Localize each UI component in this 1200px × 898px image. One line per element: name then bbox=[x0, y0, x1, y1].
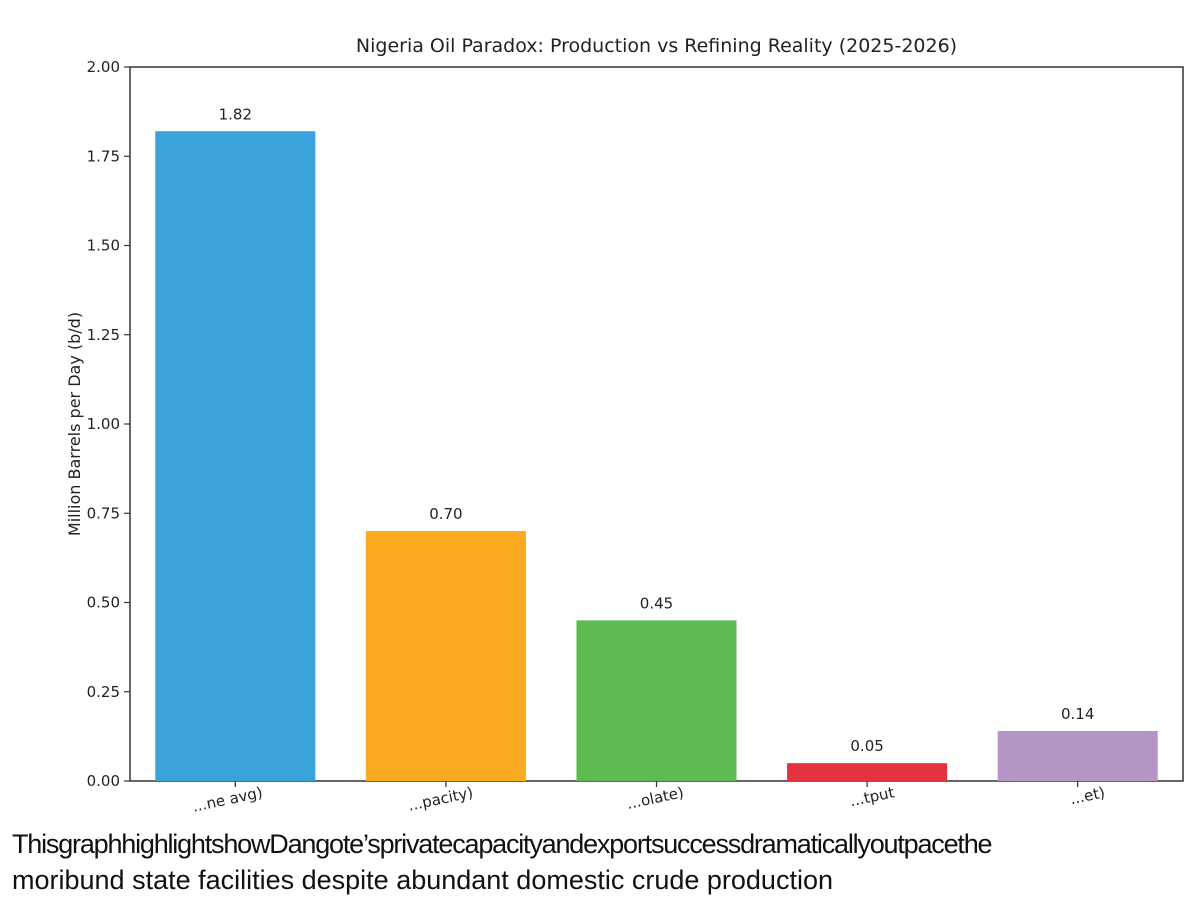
bar-chart: Nigeria Oil Paradox: Production vs Refin… bbox=[65, 35, 1184, 816]
y-tick-label: 1.00 bbox=[87, 415, 120, 433]
chart-caption: ThisgraphhighlightshowDangote’sprivateca… bbox=[12, 826, 1192, 898]
caption-line-1: ThisgraphhighlightshowDangote’sprivateca… bbox=[12, 829, 993, 859]
y-tick-label: 0.50 bbox=[87, 594, 120, 612]
caption-line-2: moribund state facilities despite abunda… bbox=[12, 865, 833, 895]
y-tick-label: 0.00 bbox=[87, 772, 120, 790]
bar-1 bbox=[155, 131, 316, 781]
chart-title: Nigeria Oil Paradox: Production vs Refin… bbox=[356, 35, 957, 57]
x-tick-label-1: ...ne avg) bbox=[191, 783, 264, 815]
chart-bars bbox=[155, 131, 1158, 781]
bar-value-label-2: 0.70 bbox=[429, 505, 462, 523]
x-tick-label-5: ...et) bbox=[1068, 783, 1106, 808]
bar-5 bbox=[997, 731, 1158, 781]
bar-value-label-1: 1.82 bbox=[219, 105, 252, 123]
x-tick-label-3: ...olate) bbox=[625, 783, 685, 813]
x-tick-label-4: ...tput bbox=[848, 783, 896, 810]
bar-value-label-5: 0.14 bbox=[1061, 705, 1094, 723]
y-tick-label: 1.25 bbox=[87, 326, 120, 344]
bar-value-label-4: 0.05 bbox=[850, 737, 883, 755]
y-tick-label: 2.00 bbox=[87, 58, 120, 76]
y-axis-label: Million Barrels per Day (b/d) bbox=[65, 312, 84, 536]
bar-4 bbox=[787, 763, 948, 781]
y-tick-label: 1.50 bbox=[87, 237, 120, 255]
y-tick-label: 1.75 bbox=[87, 147, 120, 165]
x-tick-label-2: ...pacity) bbox=[406, 783, 474, 814]
bar-3 bbox=[576, 620, 737, 781]
bar-2 bbox=[365, 531, 526, 781]
bar-value-label-3: 0.45 bbox=[640, 594, 673, 612]
y-tick-label: 0.75 bbox=[87, 504, 120, 522]
y-tick-label: 0.25 bbox=[87, 683, 120, 701]
